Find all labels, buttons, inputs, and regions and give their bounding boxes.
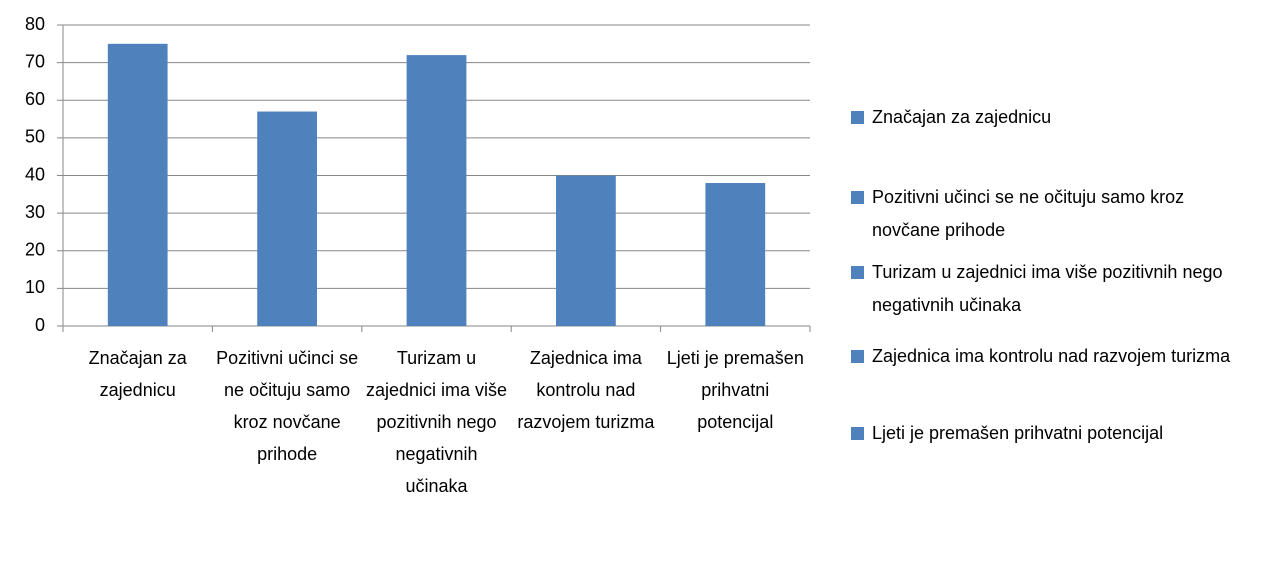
legend-swatch (851, 191, 864, 204)
bar (107, 43, 168, 326)
legend-item: Zajednica ima kontrolu nad razvojem turi… (851, 340, 1251, 373)
legend-swatch (851, 266, 864, 279)
x-tick-label: Zajednica ima kontrolu nad razvojem turi… (517, 348, 655, 432)
y-tick-label: 60 (25, 89, 45, 109)
y-tick-label: 70 (25, 51, 45, 71)
legend-label: Značajan za zajednicu (872, 107, 1052, 127)
legend-item: Ljeti je premašen prihvatni potencijal (851, 417, 1251, 450)
legend-item: Pozitivni učinci se ne očituju samo kroz… (851, 181, 1251, 247)
legend-label: Pozitivni učinci se ne očituju samo kroz… (872, 187, 1185, 240)
x-tick-label: Ljeti je premašen prihvatni potencijal (666, 348, 804, 432)
legend-swatch (851, 111, 864, 124)
legend-item: Turizam u zajednici ima više pozitivnih … (851, 256, 1251, 322)
y-tick-label: 20 (25, 240, 45, 260)
x-tick-label: Pozitivni učinci se ne očituju samo kroz… (216, 348, 359, 464)
bar (556, 175, 616, 326)
y-tick-label: 40 (25, 164, 45, 184)
x-tick-label: Turizam u zajednici ima više pozitivnih … (365, 348, 508, 496)
legend-item: Značajan za zajednicu (851, 101, 1251, 134)
bar (406, 55, 467, 326)
x-tick-label: Značajan za zajednicu (88, 348, 187, 400)
y-tick-label: 50 (25, 127, 45, 147)
legend-label: Ljeti je premašen prihvatni potencijal (872, 423, 1164, 443)
y-tick-label: 0 (35, 315, 45, 335)
y-tick-label: 80 (25, 14, 45, 34)
bar (257, 111, 317, 326)
legend-swatch (851, 350, 864, 363)
y-tick-label: 10 (25, 277, 45, 297)
legend-label: Turizam u zajednici ima više pozitivnih … (872, 262, 1223, 315)
y-tick-label: 30 (25, 202, 45, 222)
bar (705, 183, 766, 326)
legend-swatch (851, 427, 864, 440)
legend-label: Zajednica ima kontrolu nad razvojem turi… (872, 346, 1231, 366)
